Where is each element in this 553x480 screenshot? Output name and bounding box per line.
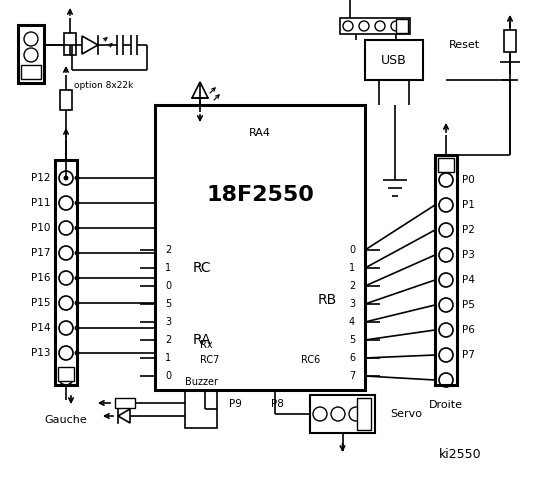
Text: 5: 5 [165, 299, 171, 309]
Text: 1: 1 [349, 263, 355, 273]
Text: 1: 1 [165, 353, 171, 363]
Bar [504, 30, 516, 52]
Bar [18, 25, 44, 83]
Text: P16: P16 [30, 273, 50, 283]
Text: P17: P17 [30, 248, 50, 258]
Circle shape [75, 325, 80, 331]
Bar [396, 19, 408, 33]
Text: option 8x22k: option 8x22k [74, 81, 133, 89]
Text: ki2550: ki2550 [439, 448, 481, 461]
Text: Reset: Reset [449, 40, 480, 50]
Text: Rx: Rx [200, 340, 212, 350]
Bar [340, 18, 410, 34]
Text: P5: P5 [462, 300, 475, 310]
Bar [357, 398, 371, 430]
Text: 1: 1 [165, 263, 171, 273]
Text: P6: P6 [462, 325, 475, 335]
Bar [55, 160, 77, 385]
Text: 0: 0 [349, 245, 355, 255]
Text: P7: P7 [462, 350, 475, 360]
Bar [185, 390, 217, 428]
Text: Buzzer: Buzzer [185, 377, 217, 387]
Circle shape [75, 201, 80, 205]
Bar [60, 90, 72, 110]
Text: 0: 0 [165, 371, 171, 381]
Text: P12: P12 [30, 173, 50, 183]
Text: RC6: RC6 [301, 355, 320, 365]
Text: Droite: Droite [429, 400, 463, 410]
Bar [64, 33, 76, 55]
Text: P11: P11 [30, 198, 50, 208]
Bar [438, 158, 454, 172]
Circle shape [75, 276, 80, 280]
Text: P15: P15 [30, 298, 50, 308]
Bar [435, 155, 457, 385]
Text: Gauche: Gauche [45, 415, 87, 425]
Bar [365, 40, 423, 80]
Text: 3: 3 [349, 299, 355, 309]
Text: 2: 2 [349, 281, 355, 291]
Text: RA: RA [193, 333, 212, 347]
Text: P2: P2 [462, 225, 475, 235]
Text: RC7: RC7 [200, 355, 220, 365]
Text: RB: RB [318, 293, 337, 307]
Text: P3: P3 [462, 250, 475, 260]
Circle shape [75, 300, 80, 305]
Text: USB: USB [381, 53, 407, 67]
Text: P0: P0 [462, 175, 474, 185]
Text: RC: RC [193, 261, 212, 275]
Bar [115, 398, 135, 408]
Bar [21, 65, 41, 79]
Text: 3: 3 [165, 317, 171, 327]
Text: P8: P8 [270, 399, 284, 409]
Text: 7: 7 [349, 371, 355, 381]
Text: P13: P13 [30, 348, 50, 358]
Text: 0: 0 [165, 281, 171, 291]
Text: P1: P1 [462, 200, 475, 210]
Bar [155, 105, 365, 390]
Text: P14: P14 [30, 323, 50, 333]
Circle shape [75, 251, 80, 255]
Text: RA4: RA4 [249, 128, 271, 138]
Circle shape [75, 350, 80, 356]
Text: 2: 2 [165, 245, 171, 255]
Bar [310, 395, 375, 433]
Text: 2: 2 [165, 335, 171, 345]
Text: 18F2550: 18F2550 [206, 185, 314, 205]
Circle shape [75, 226, 80, 230]
Text: 4: 4 [349, 317, 355, 327]
Circle shape [75, 176, 80, 180]
Text: P10: P10 [30, 223, 50, 233]
Text: 5: 5 [349, 335, 355, 345]
Text: Servo: Servo [390, 409, 422, 419]
Text: 6: 6 [349, 353, 355, 363]
Bar [58, 367, 74, 381]
Circle shape [64, 176, 69, 180]
Text: P4: P4 [462, 275, 475, 285]
Text: P9: P9 [228, 399, 242, 409]
